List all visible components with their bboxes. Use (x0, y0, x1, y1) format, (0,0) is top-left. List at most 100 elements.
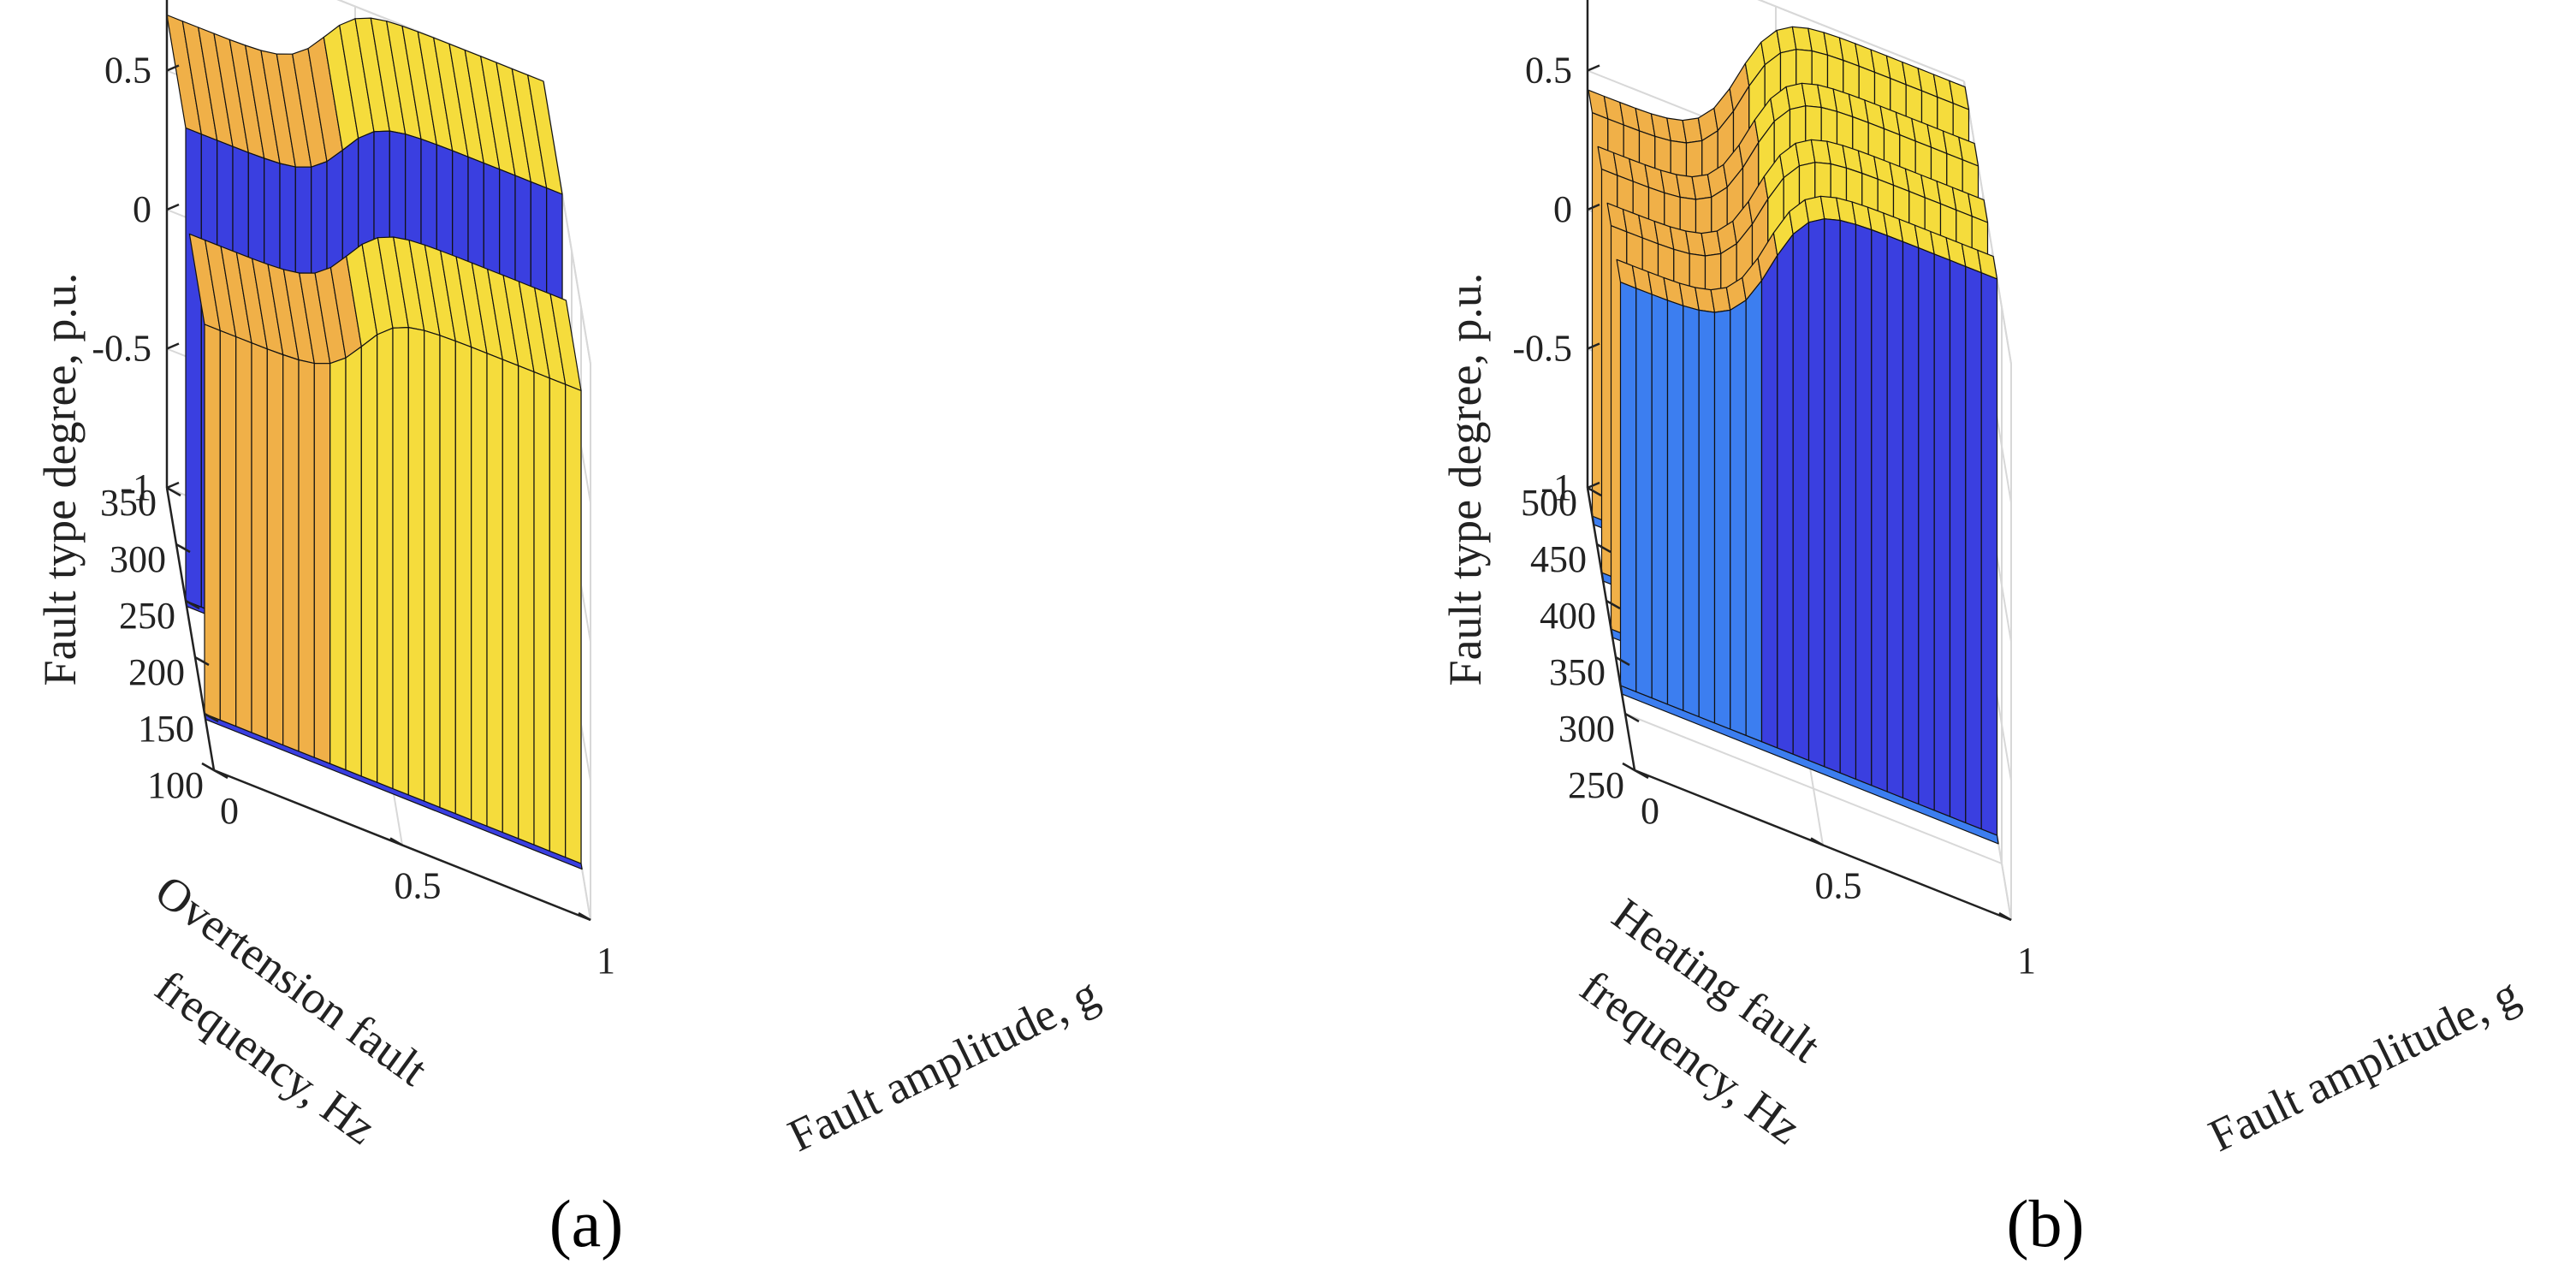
y-tick-mark (175, 543, 191, 554)
surface-wall-facet (266, 348, 284, 746)
y-tick-label: 500 (1521, 482, 1577, 524)
surface-wall-facet (313, 363, 331, 764)
surface-wall-facet (345, 346, 362, 777)
z-tick-mark (166, 481, 180, 490)
z-tick-label: 0.5 (1525, 50, 1572, 92)
y-tick-label: 250 (1568, 764, 1624, 806)
surface-wall-facet (1792, 222, 1810, 762)
panel-label-a: (a) (549, 1186, 624, 1261)
y-tick-mark (166, 486, 181, 497)
surface-wall-facet (251, 342, 268, 739)
y-tick-mark (1634, 769, 1649, 780)
surface-wall-facet (1807, 218, 1825, 768)
x-tick-label: 0.5 (395, 865, 442, 907)
z-tick-label: -0.5 (1512, 328, 1572, 370)
y-tick-mark (1596, 543, 1611, 554)
surface-wall-facet (454, 341, 472, 821)
surface-wall-facet (486, 353, 503, 834)
surface-wall-facet (392, 327, 409, 796)
surface-wall-facet (1730, 300, 1747, 736)
y-tick-label: 100 (147, 764, 204, 806)
z-tick-label: -1 (120, 466, 151, 508)
x-tick-mark (389, 837, 403, 846)
surface-wall-facet (204, 323, 221, 721)
surface-wall-facet (1980, 272, 1998, 836)
surface-wall-facet (407, 327, 425, 802)
surface-wall-facet (329, 357, 347, 771)
surface-wall-facet (471, 347, 488, 827)
x-tick-label: 0 (220, 790, 239, 832)
z-tick-mark (1587, 481, 1600, 490)
x-tick-mark (1622, 762, 1635, 772)
surface-wall-facet (1855, 223, 1873, 786)
surface-wall-facet (1965, 265, 1982, 830)
surface-wall-facet (1760, 254, 1778, 749)
box-top-back (1757, 0, 1965, 82)
surface-wall-facet (565, 383, 582, 864)
z-tick-mark (166, 203, 180, 211)
y-tick-label: 200 (128, 651, 185, 693)
surface-wall-facet (1918, 247, 1935, 811)
chart-b-surface (1588, 26, 1999, 845)
z-tick-mark (166, 64, 180, 72)
x-tick-mark (1998, 911, 2012, 922)
surface-wall-facet (235, 335, 252, 733)
surface-wall-facet (377, 327, 394, 790)
surface-wall-facet (1902, 240, 1920, 805)
y-tick-mark (1606, 599, 1621, 610)
y-tick-mark (194, 656, 210, 667)
surface-wall-facet (1635, 288, 1653, 699)
x-axis-title: Fault amplitude, g (2201, 967, 2527, 1161)
x-tick-label: 0 (1641, 790, 1659, 832)
x-tick-mark (201, 762, 215, 772)
y-tick-label: 250 (119, 595, 175, 637)
x-axis-title: Fault amplitude, g (781, 967, 1107, 1161)
x-tick-mark (1810, 837, 1824, 846)
surface-wall-facet (282, 353, 300, 752)
surface-wall-facet (360, 334, 378, 783)
surface-wall-facet (219, 329, 237, 727)
z-tick-label: -0.5 (92, 328, 151, 370)
surface-wall-facet (502, 359, 519, 840)
z-tick-mark (1587, 203, 1600, 211)
panel-label-b: (b) (2006, 1186, 2085, 1261)
z-tick-mark (1587, 64, 1600, 72)
surface-wall-facet (518, 365, 535, 846)
surface-wall-facet (1933, 253, 1951, 817)
surface-wall-facet (1683, 305, 1700, 718)
z-tick-label: 0 (1553, 188, 1572, 230)
surface-wall-facet (1839, 219, 1857, 780)
surface-wall-facet (1619, 282, 1637, 692)
surface-wall-facet (185, 127, 202, 608)
surface-wall-facet (1698, 309, 1716, 724)
surface-wall-facet (1886, 234, 1904, 798)
y-tick-label: 450 (1530, 538, 1587, 580)
z-tick-label: 0.5 (104, 50, 151, 92)
y-tick-label: 150 (138, 708, 194, 750)
z-axis-title: Fault type degree, p.u. (34, 273, 86, 686)
surface-wall-facet (1871, 229, 1888, 792)
surface-wall-facet (1666, 300, 1684, 711)
surface-wall-facet (533, 371, 550, 852)
x-tick-label: 0.5 (1815, 865, 1862, 907)
y-tick-label: 350 (1549, 651, 1606, 693)
surface-wall-facet (1651, 294, 1669, 705)
y-axis-line (1586, 487, 1636, 771)
y-tick-mark (185, 599, 200, 610)
z-tick-mark (166, 342, 180, 350)
y-tick-label: 400 (1540, 595, 1596, 637)
surface-wall-facet (1824, 218, 1841, 774)
surface-wall-facet (439, 335, 456, 815)
surface-wall-facet (549, 377, 567, 858)
x-tick-mark (578, 911, 591, 922)
x-tick-label: 1 (2017, 940, 2036, 982)
y-tick-mark (1624, 712, 1640, 723)
surface-wall-facet (1949, 259, 1967, 824)
gridline-y-floor (1624, 713, 2003, 864)
y-tick-label: 350 (100, 482, 157, 524)
